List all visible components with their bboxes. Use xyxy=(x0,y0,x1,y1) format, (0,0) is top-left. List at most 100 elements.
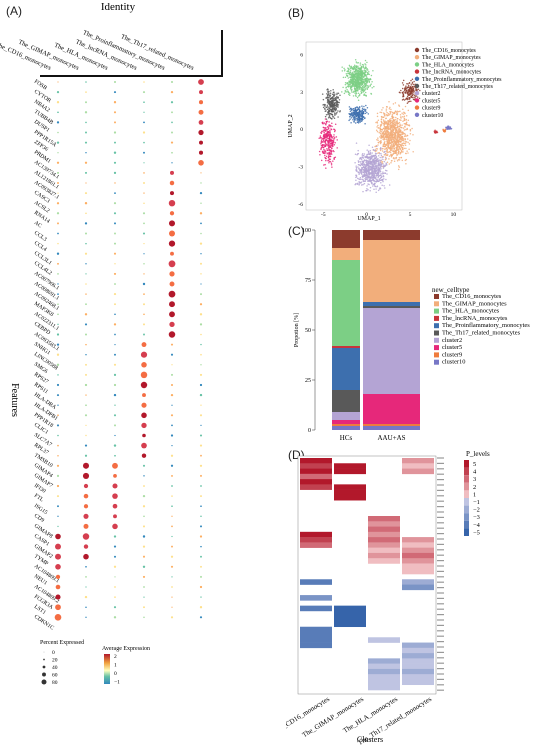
umap-cell-point xyxy=(402,84,405,86)
umap-cell-point xyxy=(352,117,355,119)
umap-cell-point xyxy=(350,87,353,89)
umap-cell-point xyxy=(326,131,329,134)
dotplot-dot xyxy=(56,202,60,205)
umap-cell-point xyxy=(365,174,367,177)
umap-cell-point xyxy=(349,71,351,74)
dotplot-dot xyxy=(83,513,89,519)
umap-cell-point xyxy=(376,126,378,128)
umap-cell-point xyxy=(388,107,391,110)
umap-cell-point xyxy=(361,89,363,91)
umap-cell-point xyxy=(354,67,357,70)
dotplot-dot xyxy=(57,262,59,265)
umap-cell-point xyxy=(403,119,405,122)
umap-cell-point xyxy=(324,145,326,147)
umap-cell-point xyxy=(371,154,373,157)
umap-cell-point xyxy=(345,91,348,93)
umap-cell-point xyxy=(377,160,379,162)
dotplot-dot xyxy=(85,212,87,215)
umap-cell-point xyxy=(407,141,409,144)
umap-cell-point xyxy=(368,78,371,81)
umap-cell-point xyxy=(382,156,385,158)
dotplot-dot xyxy=(198,129,204,136)
dotplot-dot xyxy=(85,242,87,245)
umap-cell-point xyxy=(371,160,373,163)
umap-cell-point xyxy=(343,69,346,72)
umap-cell-point xyxy=(322,104,324,106)
umap-cell-point xyxy=(366,153,368,156)
umap-cell-point xyxy=(380,139,382,142)
size-legend-dot xyxy=(41,679,47,685)
umap-cell-point xyxy=(404,88,407,90)
umap-cell-point xyxy=(405,115,408,117)
dotplot-dot xyxy=(85,182,87,184)
dotplot-dot xyxy=(85,283,87,285)
umap-cell-point xyxy=(412,89,415,92)
umap-cell-point xyxy=(394,121,396,124)
dotplot-dot xyxy=(57,182,59,184)
umap-cell-point xyxy=(363,69,366,72)
umap-cell-point xyxy=(377,137,379,139)
heatmap-cell xyxy=(368,516,400,522)
umap-cell-point xyxy=(388,140,390,142)
umap-cell-point xyxy=(368,159,370,161)
umap-cell-point xyxy=(330,128,332,130)
umap-cell-point xyxy=(373,85,375,88)
umap-cell-point xyxy=(361,116,364,118)
umap-cell-point xyxy=(359,62,362,64)
umap-cell-point xyxy=(388,184,391,186)
umap-cell-point xyxy=(373,180,375,182)
heatmap-legend-label: 1 xyxy=(473,491,476,498)
umap-cell-point xyxy=(339,94,341,96)
umap-cell-point xyxy=(348,119,350,122)
umap-cell-point xyxy=(396,117,399,120)
dotplot-dot xyxy=(170,90,174,94)
umap-legend-swatch xyxy=(414,76,420,82)
umap-cell-point xyxy=(323,126,325,129)
umap-cell-point xyxy=(407,86,410,88)
umap-cell-point xyxy=(402,93,405,96)
umap-legend-label: cluster2 xyxy=(422,91,440,97)
umap-cell-point xyxy=(403,89,406,92)
umap-cell-point xyxy=(374,177,376,179)
proportion-bar-segment xyxy=(332,348,360,390)
dotplot-dot xyxy=(114,434,116,437)
umap-cell-point xyxy=(364,112,367,115)
umap-cell-point xyxy=(330,90,332,92)
umap-cell-point xyxy=(391,116,393,118)
umap-cell-point xyxy=(384,154,386,156)
dotplot-dot xyxy=(168,240,176,247)
umap-cell-point xyxy=(366,188,368,190)
umap-cell-point xyxy=(325,128,328,131)
umap-cell-point xyxy=(320,159,323,162)
umap-cell-point xyxy=(378,131,380,134)
dotplot-dot xyxy=(85,101,87,104)
umap-cell-point xyxy=(376,145,378,148)
heatmap-legend-swatch xyxy=(464,505,469,514)
umap-cell-point xyxy=(368,161,370,163)
dotplot-dot xyxy=(114,242,116,245)
umap-cell-point xyxy=(380,118,383,121)
umap-cell-point xyxy=(353,90,355,93)
umap-cell-point xyxy=(385,113,388,116)
umap-cell-point xyxy=(385,151,388,153)
umap-cell-point xyxy=(327,93,330,96)
umap-cell-point xyxy=(358,74,360,77)
size-legend-title: Percent Expressed xyxy=(40,640,84,646)
umap-cell-point xyxy=(386,111,388,114)
umap-cell-point xyxy=(325,118,328,120)
umap-cell-point xyxy=(386,173,388,175)
umap-cell-point xyxy=(388,135,390,137)
umap-cell-point xyxy=(326,147,328,150)
umap-cell-point xyxy=(361,86,364,88)
umap-cell-point xyxy=(382,106,384,109)
heatmap-cell xyxy=(402,642,434,649)
umap-cell-point xyxy=(401,133,403,135)
umap-cell-point xyxy=(394,118,397,121)
umap-cell-point xyxy=(356,183,359,186)
umap-cell-point xyxy=(411,89,413,92)
umap-cell-point xyxy=(398,150,400,153)
dotplot-dot xyxy=(142,565,146,568)
proportion-legend-swatch xyxy=(434,352,439,358)
dotplot-dot xyxy=(143,586,145,588)
